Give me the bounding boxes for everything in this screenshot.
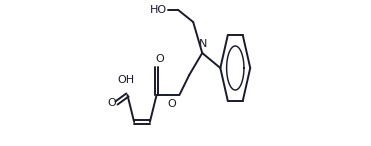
- Text: O: O: [168, 99, 176, 109]
- Text: OH: OH: [118, 75, 135, 85]
- Text: HO: HO: [150, 5, 167, 15]
- Text: N: N: [199, 39, 207, 49]
- Text: O: O: [156, 54, 165, 64]
- Text: O: O: [107, 98, 116, 108]
